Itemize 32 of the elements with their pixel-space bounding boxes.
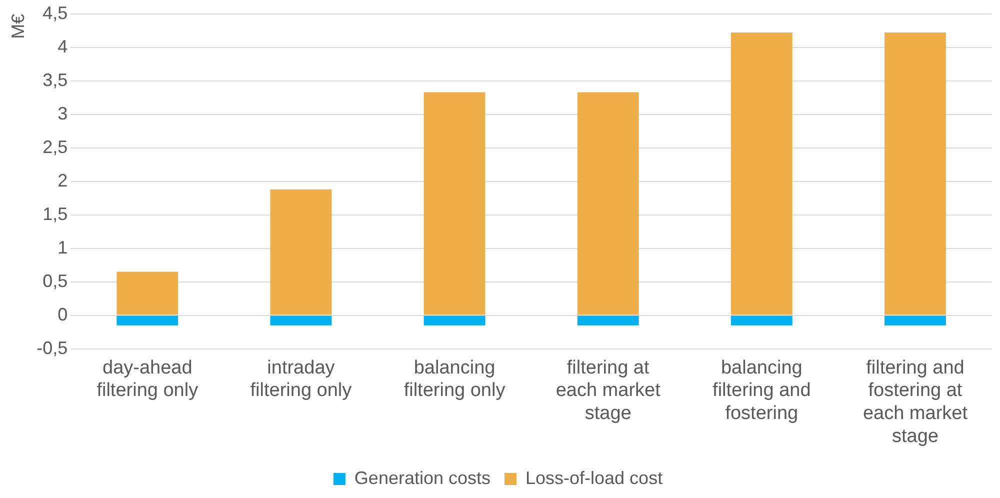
bar (577, 92, 639, 315)
y-tick-label: -0,5 (36, 338, 68, 358)
y-tick-label: 1 (58, 237, 68, 258)
y-tick-label: 4,5 (42, 2, 68, 23)
y-tick-label: 2 (58, 170, 68, 190)
bar (270, 189, 332, 315)
bar (116, 316, 178, 326)
bar (577, 316, 639, 326)
y-tick-label: 1,5 (42, 204, 68, 224)
x-tick-label: filtering at each market stage (556, 357, 662, 424)
bar (884, 32, 946, 315)
bar (730, 32, 792, 315)
bar (730, 316, 792, 326)
legend-label: Generation costs (354, 468, 491, 488)
x-tick-label: balancing filtering only (404, 357, 506, 402)
y-tick-label: 4 (58, 36, 68, 56)
bar (884, 316, 946, 326)
x-tick-label: day-ahead filtering only (96, 357, 199, 402)
bar (270, 316, 332, 326)
y-tick-label: 2,5 (42, 136, 68, 157)
y-tick-label: 0 (58, 304, 68, 324)
y-tick-label: 0,5 (42, 270, 68, 291)
legend-label: Loss-of-load cost (526, 468, 663, 488)
x-tick-label: filtering and fostering at each market stage (862, 357, 968, 447)
bar (424, 316, 486, 326)
x-tick-label: balancing filtering and fostering (712, 357, 811, 424)
y-tick-label: 3,5 (42, 70, 68, 90)
bar (116, 272, 178, 315)
x-tick-label: intraday filtering only (250, 357, 352, 402)
bar (424, 92, 486, 315)
y-tick-label: 3 (58, 103, 68, 124)
y-axis-title: M€ (8, 14, 28, 39)
